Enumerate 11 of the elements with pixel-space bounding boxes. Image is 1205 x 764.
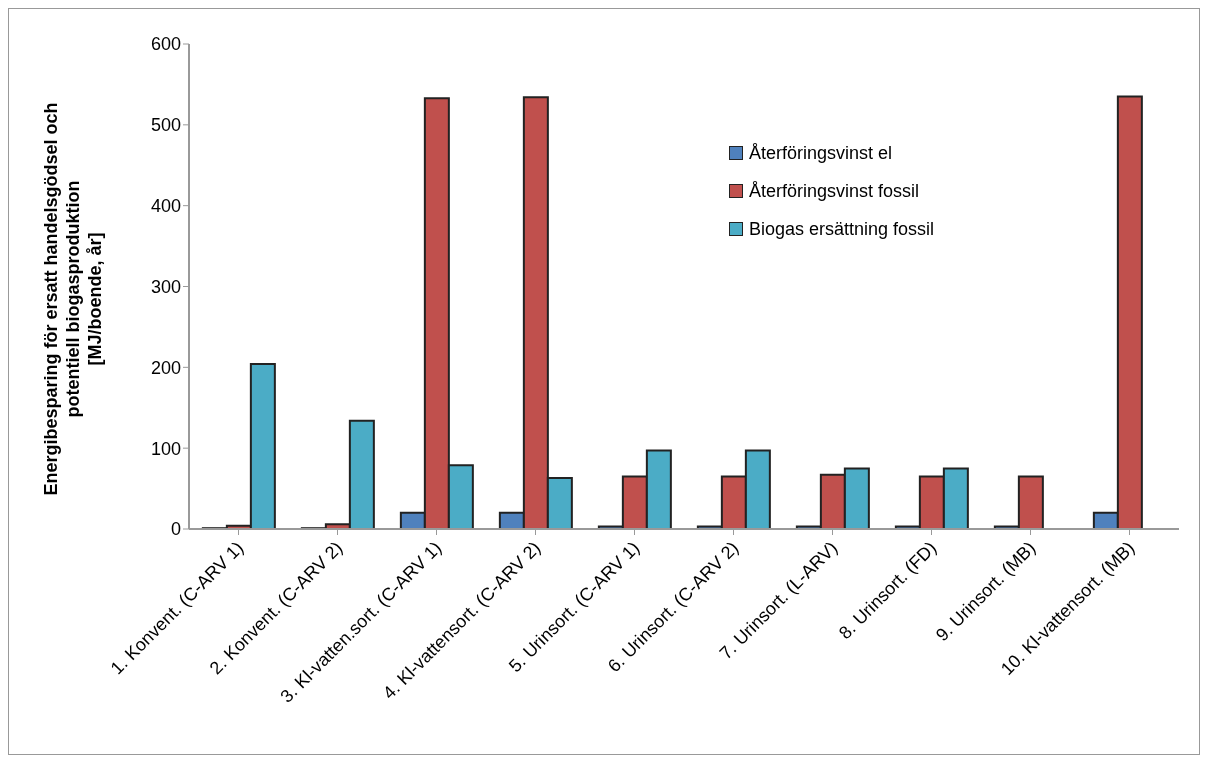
- legend-label: Återföringsvinst fossil: [749, 180, 920, 202]
- legend-label: Återföringsvinst el: [749, 142, 893, 164]
- y-tick-label: 0: [170, 519, 181, 540]
- y-tick-label: 100: [150, 438, 181, 459]
- y-axis-title: Energibesparing för ersatt handelsgödsel och potentiell biogasproduktion [MJ/boende, år]: [41, 102, 105, 496]
- y-tick-label: 600: [150, 34, 181, 55]
- y-tick-label: 400: [150, 196, 181, 217]
- legend-label: Biogas ersättning fossil: [749, 218, 935, 240]
- y-tick-label: 300: [150, 276, 181, 297]
- y-tick-label: 500: [150, 115, 181, 136]
- y-tick-label: 200: [150, 357, 181, 378]
